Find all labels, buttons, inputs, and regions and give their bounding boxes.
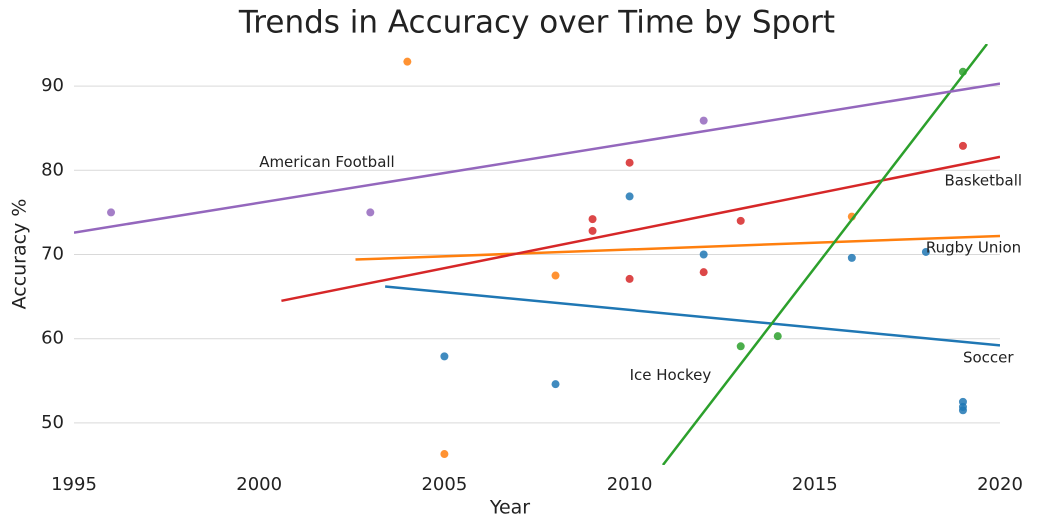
trend-line — [74, 82, 1000, 234]
point — [773, 332, 782, 341]
trend-line — [385, 285, 1000, 347]
series-label: Basketball — [944, 172, 1022, 190]
trend-line — [355, 234, 1000, 261]
y-axis-label: Accuracy % — [9, 199, 31, 310]
series-label: Rugby Union — [926, 238, 1021, 256]
point — [625, 274, 634, 283]
y-tick-label: 60 — [41, 328, 64, 349]
point — [958, 141, 967, 150]
x-tick-label: 2020 — [977, 474, 1023, 495]
y-tick-label: 50 — [41, 412, 64, 433]
point — [921, 247, 930, 256]
x-tick-label: 2000 — [236, 474, 282, 495]
point — [847, 253, 856, 262]
x-axis-label: Year — [489, 497, 530, 519]
y-tick-label: 80 — [41, 159, 64, 180]
y-tick-label: 70 — [41, 244, 64, 265]
point — [699, 268, 708, 277]
x-tick-label: 1995 — [51, 474, 97, 495]
point — [736, 342, 745, 351]
point — [366, 208, 375, 217]
point — [403, 57, 412, 66]
point — [699, 116, 708, 125]
point — [588, 215, 597, 224]
x-tick-label: 2005 — [421, 474, 467, 495]
point — [551, 380, 560, 389]
point — [588, 226, 597, 235]
point — [699, 250, 708, 259]
point — [625, 158, 634, 167]
point — [625, 192, 634, 201]
point — [440, 352, 449, 361]
x-tick-label: 2015 — [792, 474, 838, 495]
x-tick-label: 2010 — [607, 474, 653, 495]
point — [958, 406, 967, 415]
y-tick-label: 90 — [41, 75, 64, 96]
trend-line — [281, 155, 1000, 303]
point — [107, 208, 116, 217]
point — [440, 450, 449, 459]
point — [736, 216, 745, 225]
chart-title: Trends in Accuracy over Time by Sport — [238, 5, 835, 41]
series-label: American Football — [259, 153, 395, 171]
series-label: Soccer — [963, 349, 1014, 367]
series-label: Ice Hockey — [630, 366, 712, 384]
trend-line — [661, 44, 989, 465]
point — [551, 271, 560, 280]
